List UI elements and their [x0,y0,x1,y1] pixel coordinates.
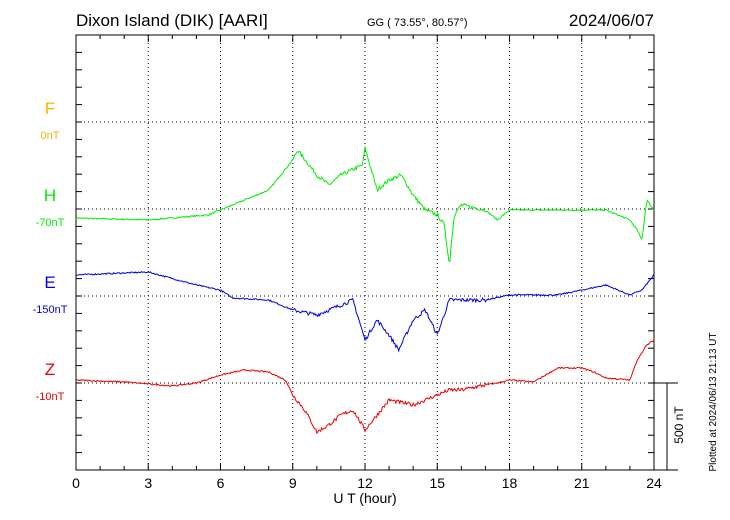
x-tick-label: 0 [72,475,80,491]
series-baseline-F: 0nT [41,130,60,142]
x-tick-label: 12 [357,475,373,491]
trace-E [75,270,655,353]
x-tick-label: 9 [289,475,297,491]
x-tick-label: 15 [429,475,445,491]
trace-Z [75,339,655,435]
x-tick-label: 6 [217,475,225,491]
series-label-E: E [44,273,55,292]
series-label-H: H [44,186,56,205]
chart-subtitle: GG ( 73.55°, 80.57°) [367,17,468,29]
plotted-note: Plotted at 2024/06/13 21:13 UT [708,333,719,472]
chart-date: 2024/06/07 [569,11,654,30]
x-tick-label: 3 [144,475,152,491]
series-baseline-E: -150nT [33,304,68,316]
trace-H [75,146,655,263]
x-tick-label: 21 [574,475,590,491]
scale-bar-label: 500 nT [672,406,686,444]
chart-title: Dixon Island (DIK) [AARI] [76,11,268,30]
plot-frame [75,34,655,471]
series-label-Z: Z [45,360,55,379]
series-label-F: F [45,99,55,118]
series-baseline-Z: -10nT [36,391,65,403]
x-tick-label: 18 [502,475,518,491]
x-axis-label: U T (hour) [333,490,396,506]
series-baseline-H: -70nT [36,217,65,229]
x-tick-label: 24 [646,475,662,491]
